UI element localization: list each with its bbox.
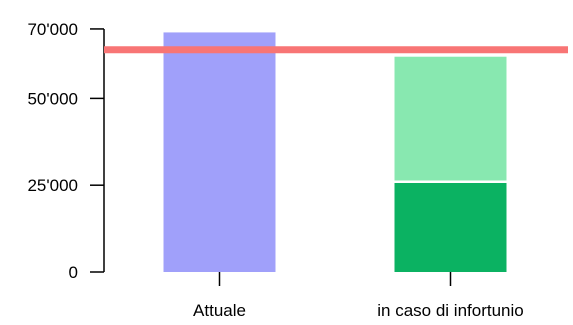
bar-segment [394,181,507,272]
bar-segment [394,56,507,182]
x-tick-label: Attuale [193,301,246,320]
bar-segment [163,32,276,272]
y-axis: 0 25'000 50'000 70'000 [27,20,105,282]
x-tick-label: in caso di infortunio [377,301,523,320]
x-axis: Attuale in caso di infortunio [193,272,524,320]
y-tick-label: 70'000 [27,20,78,39]
y-tick-label: 0 [69,263,78,282]
y-tick-label: 50'000 [27,89,78,108]
bars [163,32,507,272]
y-tick-label: 25'000 [27,176,78,195]
